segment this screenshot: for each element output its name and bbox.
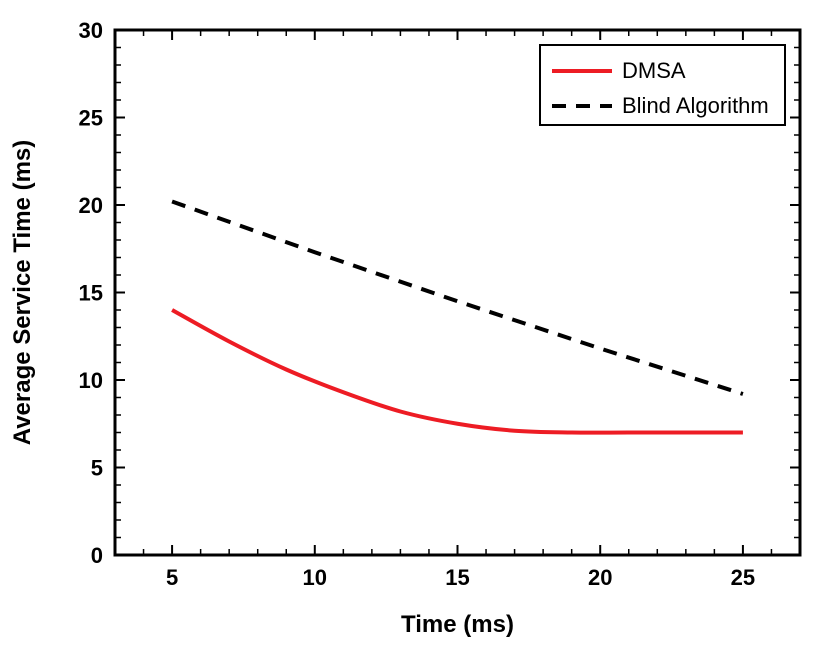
y-tick-label: 0	[91, 543, 103, 568]
line-chart: 5 10 15 20 25 0 5 10 15 20 25 30 Time (ms) Average Se…	[0, 0, 827, 650]
x-tick-label: 10	[303, 565, 327, 590]
x-axis-label: Time (ms)	[401, 611, 514, 638]
y-tick-label: 10	[79, 368, 103, 393]
legend-label-0: DMSA	[622, 58, 686, 83]
y-tick-label: 25	[79, 106, 103, 131]
x-tick-label: 5	[166, 565, 178, 590]
y-tick-label: 20	[79, 193, 103, 218]
x-tick-label: 25	[731, 565, 755, 590]
legend-label-1: Blind Algorithm	[622, 93, 769, 118]
chart-container: 5 10 15 20 25 0 5 10 15 20 25 30 Time (ms) Average Se…	[0, 0, 827, 650]
x-tick-label: 20	[588, 565, 612, 590]
x-tick-label: 15	[445, 565, 469, 590]
y-tick-label: 30	[79, 18, 103, 43]
y-tick-label: 15	[79, 281, 103, 306]
y-axis-label: Average Service Time (ms)	[9, 140, 36, 446]
y-tick-label: 5	[91, 456, 103, 481]
